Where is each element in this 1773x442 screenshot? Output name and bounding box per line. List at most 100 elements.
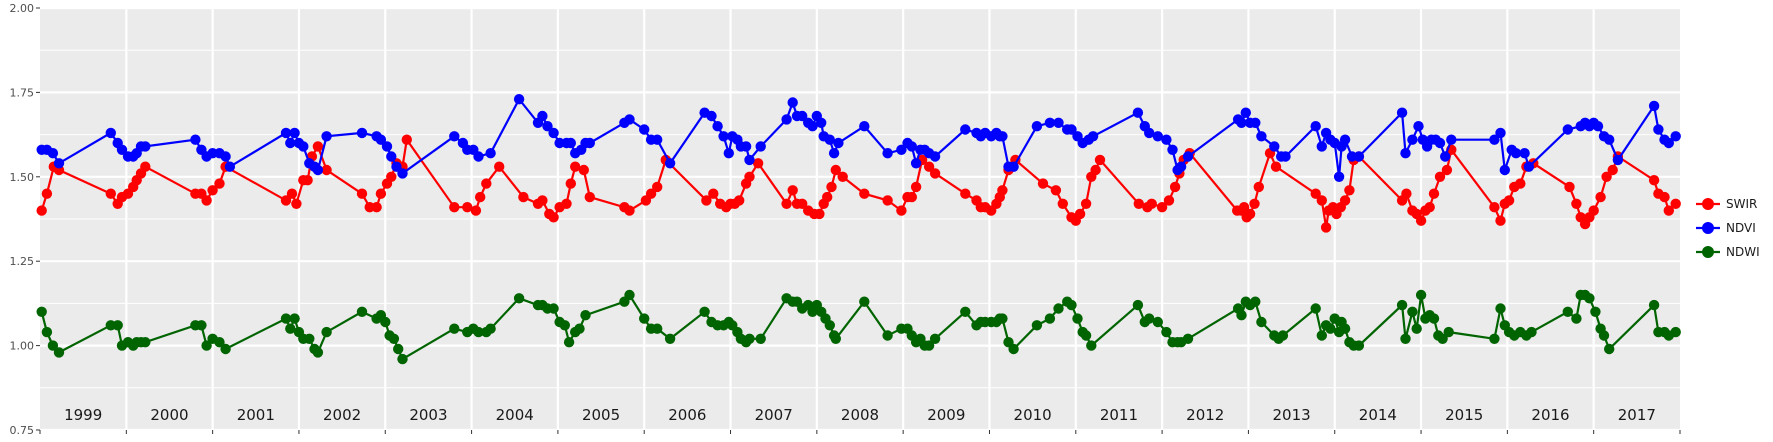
data-point xyxy=(1595,191,1606,203)
data-point xyxy=(744,154,755,166)
data-point xyxy=(321,131,332,142)
data-point xyxy=(580,310,591,321)
data-point xyxy=(1428,313,1440,324)
data-point xyxy=(548,212,559,223)
data-point xyxy=(1152,316,1164,328)
legend-key-point xyxy=(1702,246,1714,258)
legend-key-point xyxy=(1702,198,1714,210)
data-point xyxy=(1144,313,1155,324)
data-point xyxy=(140,141,151,152)
data-point xyxy=(1489,333,1500,344)
data-point xyxy=(997,185,1008,196)
data-point xyxy=(1446,134,1457,145)
data-point xyxy=(1607,164,1618,176)
data-point xyxy=(289,127,300,139)
y-tick-label: 1.50 xyxy=(10,171,35,184)
data-point xyxy=(214,178,225,189)
data-point xyxy=(755,333,766,344)
year-label: 2001 xyxy=(237,406,275,424)
data-point xyxy=(1495,127,1506,139)
data-point xyxy=(1523,161,1535,172)
data-point xyxy=(830,333,841,344)
data-point xyxy=(723,148,734,159)
data-point xyxy=(386,151,397,162)
data-point xyxy=(1604,134,1615,145)
data-point xyxy=(1526,326,1537,338)
data-point xyxy=(1663,137,1675,149)
data-point xyxy=(449,202,460,213)
data-point xyxy=(289,313,300,324)
data-point xyxy=(548,303,559,314)
data-point xyxy=(822,191,833,203)
data-point xyxy=(807,121,818,132)
data-point xyxy=(1440,151,1451,162)
data-point xyxy=(929,333,941,344)
data-point xyxy=(494,161,505,172)
data-point xyxy=(781,198,792,209)
data-point xyxy=(1495,303,1506,314)
data-point xyxy=(1249,198,1260,209)
data-point xyxy=(1648,299,1660,311)
data-point xyxy=(1146,198,1157,209)
data-point xyxy=(906,191,917,203)
data-point xyxy=(1132,299,1144,311)
data-point xyxy=(1407,306,1418,317)
data-point xyxy=(1087,131,1099,142)
data-point xyxy=(906,141,917,152)
data-point xyxy=(1411,323,1422,334)
x-axis: 1999 2000 2001 2002 2003 2004 2005 2006 2007 2008… xyxy=(39,406,1681,434)
data-point xyxy=(391,161,402,172)
data-point xyxy=(814,208,825,220)
data-point xyxy=(207,185,218,196)
data-point xyxy=(997,313,1008,324)
data-point xyxy=(652,181,663,193)
data-point xyxy=(381,141,393,152)
data-point xyxy=(321,326,332,338)
data-point xyxy=(36,205,47,216)
year-label: 2015 xyxy=(1445,406,1483,424)
data-point xyxy=(105,188,117,199)
data-point xyxy=(1053,117,1064,128)
data-point xyxy=(1066,299,1077,311)
data-point xyxy=(1238,202,1250,213)
data-point xyxy=(1250,117,1261,128)
data-point xyxy=(923,161,935,172)
year-label: 2008 xyxy=(841,406,879,424)
data-point xyxy=(1169,181,1181,193)
data-point xyxy=(1571,313,1582,324)
data-point xyxy=(1663,205,1675,216)
data-point xyxy=(481,178,492,189)
data-point xyxy=(1167,144,1178,155)
data-point xyxy=(1443,326,1454,338)
data-point xyxy=(1353,151,1365,162)
data-point xyxy=(393,343,404,355)
data-point xyxy=(910,158,922,169)
data-point xyxy=(734,195,745,206)
data-point xyxy=(1269,141,1280,152)
data-point xyxy=(1080,198,1092,209)
data-point xyxy=(929,168,941,179)
data-point xyxy=(356,306,368,317)
data-point xyxy=(744,171,755,182)
year-label: 1999 xyxy=(64,406,102,424)
data-point xyxy=(105,127,117,139)
data-point xyxy=(513,94,525,105)
data-point xyxy=(1182,333,1194,344)
data-point xyxy=(1031,121,1043,132)
data-point xyxy=(112,320,123,331)
data-point xyxy=(371,202,382,213)
data-point xyxy=(1080,330,1092,341)
data-point xyxy=(624,114,635,125)
data-point xyxy=(1670,198,1681,209)
data-point xyxy=(652,134,663,145)
data-point xyxy=(1592,121,1604,132)
data-point xyxy=(1037,178,1049,189)
data-point xyxy=(1407,134,1418,145)
data-point xyxy=(196,320,207,331)
data-point xyxy=(1413,121,1424,132)
data-point xyxy=(929,151,941,162)
data-point xyxy=(1163,195,1175,206)
data-point xyxy=(380,316,391,328)
data-point xyxy=(787,97,798,108)
data-point xyxy=(833,137,844,149)
